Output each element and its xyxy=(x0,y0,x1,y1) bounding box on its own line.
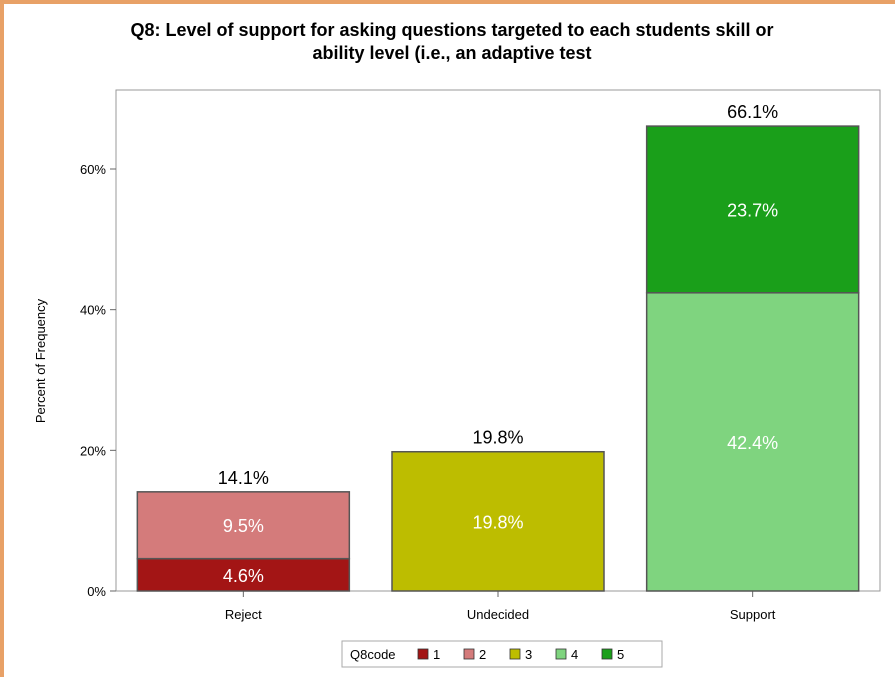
legend: Q8code 1 2 3 4 5 xyxy=(341,640,663,668)
x-tick-label: Undecided xyxy=(467,607,529,622)
x-tick-label: Support xyxy=(730,607,776,622)
y-tick-label: 0% xyxy=(87,584,106,599)
bar-segment-reject-1 xyxy=(136,557,351,592)
y-tick-label: 40% xyxy=(80,303,106,318)
legend-label-3: 3 xyxy=(525,647,532,662)
y-tick-label: 60% xyxy=(80,162,106,177)
chart-title-line2: ability level (i.e., an adaptive test xyxy=(312,43,591,63)
bars xyxy=(136,125,860,592)
bar-segment-undecided-3 xyxy=(391,450,605,592)
segment-label: 19.8% xyxy=(472,512,523,532)
bar-segment-support-4 xyxy=(645,292,860,592)
segment-label: 42.4% xyxy=(727,433,778,453)
y-tick-label: 20% xyxy=(80,443,106,458)
bar-total-label: 66.1% xyxy=(727,102,778,122)
chart-title-line1: Q8: Level of support for asking question… xyxy=(130,20,773,40)
legend-label-1: 1 xyxy=(433,647,440,662)
segment-label: 9.5% xyxy=(223,516,264,536)
stacked-bar-chart: Q8: Level of support for asking question… xyxy=(33,20,881,668)
legend-label-5: 5 xyxy=(617,647,624,662)
legend-swatch-3 xyxy=(509,648,521,660)
legend-label-4: 4 xyxy=(571,647,578,662)
legend-swatch-4 xyxy=(555,648,567,660)
axes: 0% 20% 40% 60% Reject Undecided Support xyxy=(80,162,776,622)
legend-title: Q8code xyxy=(350,647,396,662)
bar-segment-reject-2 xyxy=(136,491,351,560)
y-axis-label: Percent of Frequency xyxy=(33,298,48,423)
legend-label-2: 2 xyxy=(479,647,486,662)
bar-total-label: 14.1% xyxy=(218,468,269,488)
legend-swatch-2 xyxy=(463,648,475,660)
x-tick-label: Reject xyxy=(225,607,262,622)
bar-segment-support-5 xyxy=(645,125,860,294)
segment-label: 23.7% xyxy=(727,200,778,220)
legend-swatch-5 xyxy=(601,648,613,660)
bar-total-label: 19.8% xyxy=(472,428,523,448)
legend-swatch-1 xyxy=(417,648,429,660)
segment-label: 4.6% xyxy=(223,566,264,586)
bar-labels: 4.6% 9.5% 14.1% 19.8% 19.8% 42.4% 23.7% 66.1% xyxy=(218,102,778,586)
